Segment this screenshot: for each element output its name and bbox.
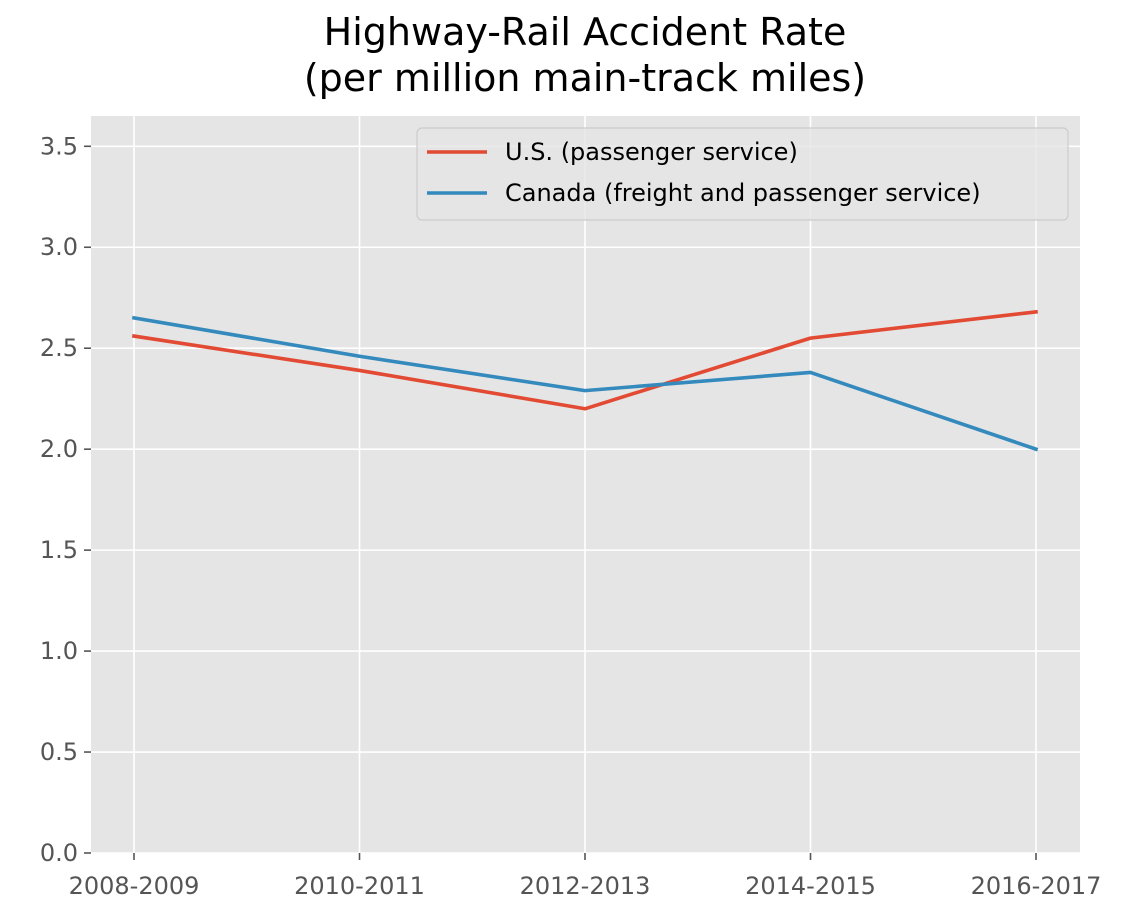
y-tick-label: 1.0 xyxy=(40,637,78,665)
y-tick-label: 3.5 xyxy=(40,132,78,160)
x-tick-label: 2016-2017 xyxy=(971,872,1102,900)
y-tick-label: 1.5 xyxy=(40,536,78,564)
legend-label: Canada (freight and passenger service) xyxy=(505,179,981,207)
y-tick-label: 3.0 xyxy=(40,233,78,261)
legend-label: U.S. (passenger service) xyxy=(505,138,798,166)
legend-box xyxy=(416,127,1069,221)
x-tick-label: 2010-2011 xyxy=(294,872,425,900)
series-lines xyxy=(131,309,1039,452)
x-tick-label: 2008-2009 xyxy=(69,872,200,900)
series-line xyxy=(131,315,1039,452)
x-tick-label: 2012-2013 xyxy=(520,872,651,900)
y-tick-label: 0.0 xyxy=(40,839,78,867)
y-tick-label: 0.5 xyxy=(40,738,78,766)
chart-subtitle: (per million main-track miles) xyxy=(304,56,866,100)
chart-title: Highway-Rail Accident Rate xyxy=(324,10,847,54)
series-line xyxy=(131,309,1038,411)
grid-lines xyxy=(91,116,1080,854)
legend: U.S. (passenger service) Canada (freight … xyxy=(416,127,1069,221)
x-tick-label: 2014-2015 xyxy=(745,872,876,900)
axes: 2008-2009 2010-2011 2012-2013 2014-2015 2016… xyxy=(40,132,1102,900)
y-tick-label: 2.0 xyxy=(40,435,78,463)
y-tick-label: 2.5 xyxy=(40,334,78,362)
